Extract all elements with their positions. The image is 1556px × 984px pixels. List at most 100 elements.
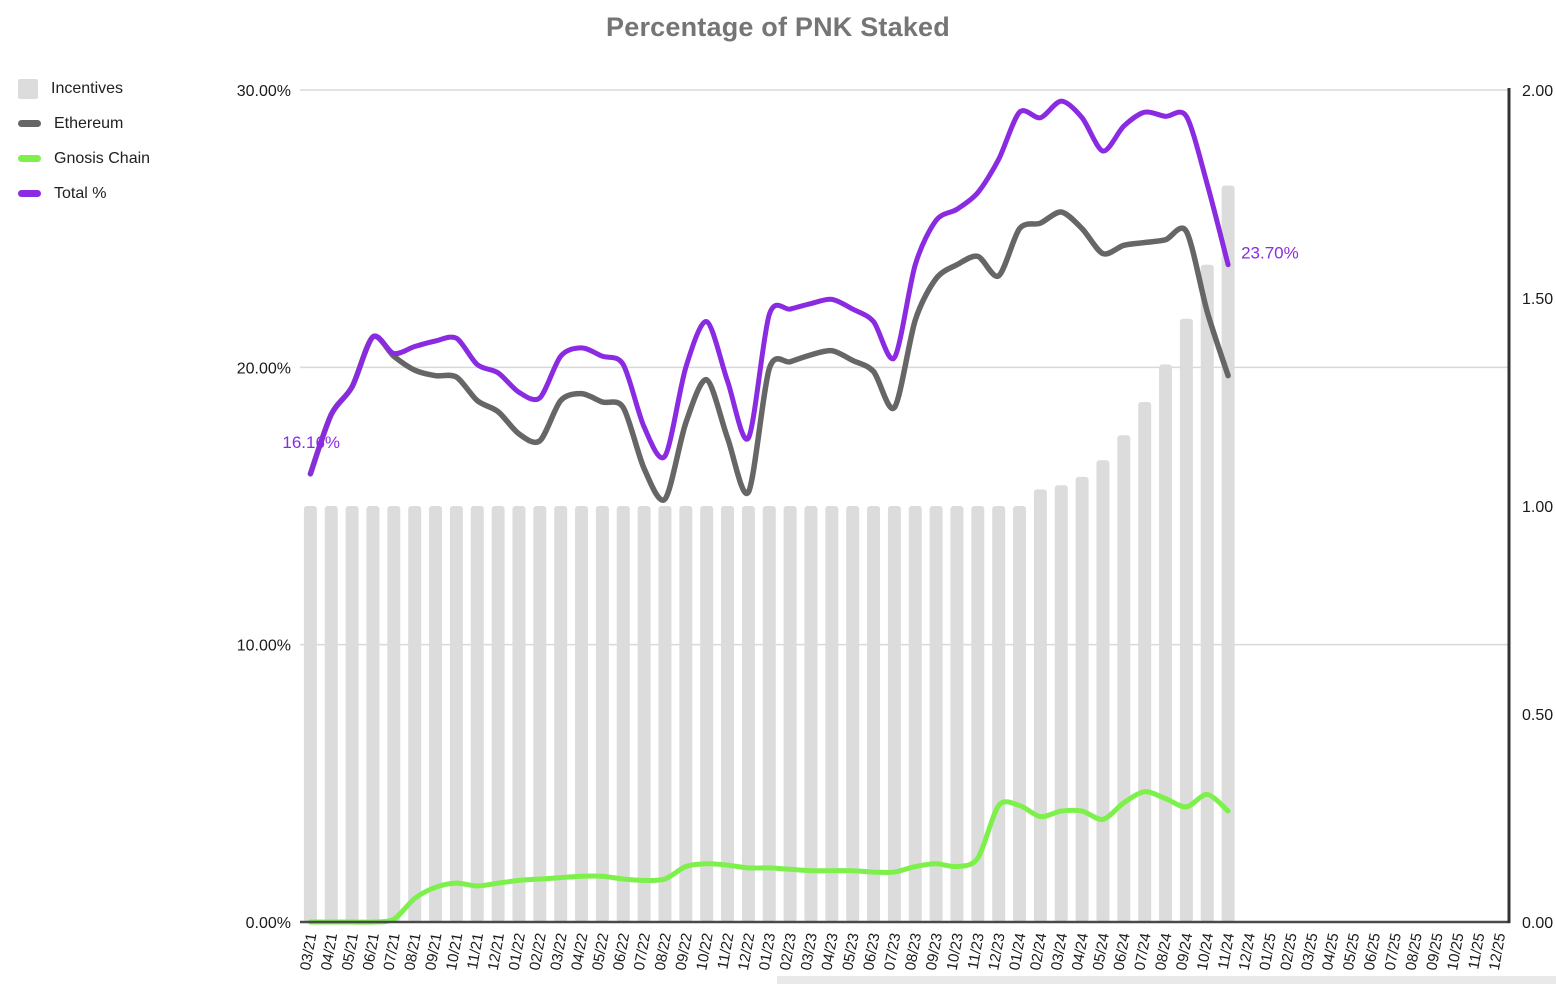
- bar-incentives[interactable]: [1013, 506, 1027, 922]
- bar-incentives[interactable]: [470, 506, 484, 922]
- x-axis-label: 02/25: [1277, 932, 1300, 972]
- legend-item-gnosis-chain[interactable]: Gnosis Chain: [18, 148, 150, 169]
- bar-incentives[interactable]: [366, 506, 380, 922]
- x-axis-label: 08/25: [1402, 932, 1425, 972]
- x-axis-label: 02/24: [1027, 932, 1050, 972]
- bar-incentives[interactable]: [846, 506, 860, 922]
- x-axis-label: 08/24: [1152, 932, 1175, 972]
- bar-incentives[interactable]: [908, 506, 922, 922]
- bar-incentives[interactable]: [408, 506, 422, 922]
- y-axis-label-right: 0.00: [1522, 915, 1553, 932]
- x-axis-label: 12/21: [485, 932, 508, 972]
- legend-item-total-percent[interactable]: Total %: [18, 183, 150, 204]
- y-axis-label-left: 10.00%: [237, 638, 291, 655]
- x-axis-label: 10/22: [693, 932, 716, 972]
- bar-incentives[interactable]: [1200, 264, 1214, 923]
- bar-incentives[interactable]: [1054, 485, 1068, 922]
- bar-incentives[interactable]: [512, 506, 526, 922]
- bar-incentives[interactable]: [491, 506, 505, 922]
- line-gnosis-chain[interactable]: [307, 789, 1231, 925]
- y-axis-label-left: 0.00%: [246, 915, 291, 932]
- bar-incentives[interactable]: [303, 506, 317, 922]
- bar-incentives[interactable]: [783, 506, 797, 922]
- line-ethereum[interactable]: [307, 209, 1231, 503]
- x-axis-label: 09/23: [923, 932, 946, 972]
- bar-incentives[interactable]: [804, 506, 818, 922]
- bar-incentives[interactable]: [429, 506, 443, 922]
- y-axis-label-right: 1.00: [1522, 499, 1553, 516]
- x-axis-label: 10/21: [443, 932, 466, 972]
- legend-item-ethereum[interactable]: Ethereum: [18, 113, 150, 134]
- x-axis-label: 09/21: [422, 932, 445, 972]
- bar-incentives[interactable]: [700, 506, 714, 922]
- x-axis-label: 03/24: [1048, 932, 1071, 972]
- bar-incentives[interactable]: [950, 506, 964, 922]
- x-axis-label: 01/25: [1256, 932, 1279, 972]
- annotation-1616: 16.16%: [282, 433, 340, 452]
- x-axis-label: 07/23: [881, 932, 904, 972]
- bar-incentives[interactable]: [595, 506, 609, 922]
- bar-incentives[interactable]: [887, 506, 901, 922]
- bar-incentives[interactable]: [637, 506, 651, 922]
- bar-incentives[interactable]: [679, 506, 693, 922]
- x-axis-label: 01/24: [1006, 932, 1029, 972]
- bar-incentives[interactable]: [1033, 489, 1047, 922]
- horizontal-scrollbar[interactable]: [777, 976, 1556, 984]
- legend-label: Ethereum: [54, 114, 124, 132]
- bar-incentives[interactable]: [1117, 435, 1131, 922]
- x-axis-label: 05/22: [589, 932, 612, 972]
- x-axis-label: 11/24: [1215, 932, 1238, 971]
- x-axis-label: 03/22: [547, 932, 570, 972]
- x-axis-label: 06/25: [1361, 932, 1384, 972]
- x-axis-label: 11/21: [464, 932, 487, 971]
- bar-incentives[interactable]: [762, 506, 776, 922]
- bar-incentives[interactable]: [575, 506, 589, 922]
- x-axis-label: 05/21: [339, 932, 362, 972]
- bar-incentives[interactable]: [387, 506, 401, 922]
- x-axis-label: 05/24: [1090, 932, 1113, 972]
- x-axis-label: 11/25: [1465, 932, 1488, 971]
- x-axis-label: 10/23: [944, 932, 967, 972]
- line-total[interactable]: [307, 98, 1231, 477]
- x-axis-label: 11/22: [714, 932, 737, 971]
- y-axis-label-right: 0.50: [1522, 707, 1553, 724]
- x-axis-label: 11/23: [965, 932, 988, 971]
- bar-incentives[interactable]: [554, 506, 568, 922]
- bar-incentives[interactable]: [1138, 402, 1152, 922]
- x-axis-label: 07/25: [1382, 932, 1405, 972]
- x-axis-label: 07/21: [381, 932, 404, 972]
- bar-incentives[interactable]: [1159, 364, 1173, 922]
- bar-incentives[interactable]: [616, 506, 630, 922]
- y-axis-label-right: 2.00: [1522, 83, 1553, 100]
- x-axis-label: 12/23: [985, 932, 1008, 972]
- bar-incentives[interactable]: [867, 506, 881, 922]
- bar-incentives[interactable]: [1179, 318, 1193, 922]
- x-axis-label: 12/22: [735, 932, 758, 972]
- bar-incentives[interactable]: [992, 506, 1006, 922]
- bar-incentives[interactable]: [929, 506, 943, 922]
- bar-incentives[interactable]: [825, 506, 839, 922]
- bar-incentives[interactable]: [721, 506, 735, 922]
- legend-item-incentives[interactable]: Incentives: [18, 78, 150, 99]
- legend-label: Incentives: [51, 79, 124, 97]
- bar-incentives[interactable]: [1075, 476, 1089, 922]
- bar-incentives[interactable]: [971, 506, 985, 922]
- x-axis-label: 06/24: [1111, 932, 1134, 972]
- bar-incentives[interactable]: [741, 506, 755, 922]
- x-axis-label: 07/22: [631, 932, 654, 972]
- bar-incentives[interactable]: [658, 506, 672, 922]
- bar-incentives[interactable]: [449, 506, 463, 922]
- x-axis-label: 04/24: [1069, 932, 1092, 972]
- x-axis-label: 03/25: [1298, 932, 1321, 972]
- x-axis-label: 06/22: [610, 932, 633, 972]
- bar-incentives[interactable]: [345, 506, 359, 922]
- bar-incentives[interactable]: [324, 506, 338, 922]
- x-axis-label: 12/25: [1486, 932, 1509, 972]
- x-axis-label: 08/23: [902, 932, 925, 972]
- x-axis-label: 12/24: [1236, 932, 1259, 972]
- bar-incentives[interactable]: [533, 506, 547, 922]
- bar-incentives[interactable]: [1096, 460, 1110, 922]
- x-axis-label: 08/22: [652, 932, 675, 972]
